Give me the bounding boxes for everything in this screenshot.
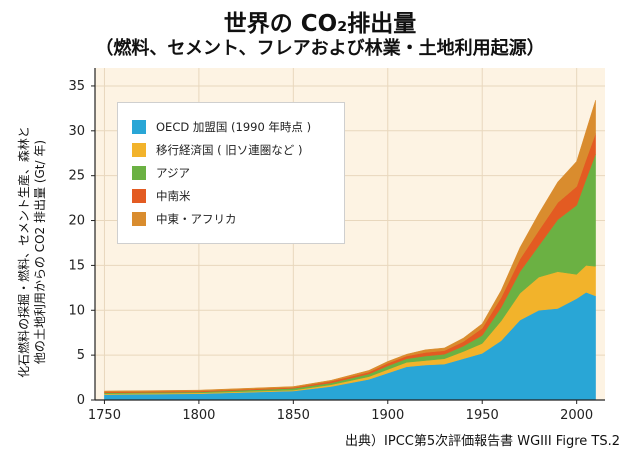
chart-title: 世界の CO₂排出量 [223, 11, 417, 37]
chart-subtitle: （燃料、セメント、フレアおよび林業・土地利用起源） [95, 38, 545, 59]
legend-swatch [132, 212, 146, 226]
y-tick-label: 5 [77, 348, 85, 363]
legend-label: アジア [156, 166, 191, 180]
y-tick-label: 15 [68, 258, 85, 273]
y-tick-label: 0 [77, 393, 85, 408]
y-tick-label: 30 [68, 124, 85, 139]
legend-swatch [132, 189, 146, 203]
x-tick-label: 2000 [560, 408, 593, 423]
legend: OECD 加盟国 (1990 年時点 ) 移行経済国 ( 旧ソ連圏など ) アジア中… [117, 102, 345, 244]
legend-swatch [132, 143, 146, 157]
x-tick-label: 1800 [182, 408, 215, 423]
legend-label: OECD 加盟国 (1990 年時点 ) [156, 120, 312, 134]
x-tick-label: 1900 [371, 408, 404, 423]
y-tick-label: 25 [68, 169, 85, 184]
legend-item-asia: アジア [132, 165, 190, 181]
y-tick-label: 10 [68, 303, 85, 318]
area-mea [104, 100, 596, 393]
y-tick-label: 35 [68, 79, 85, 94]
legend-item-mea: 中東・アフリカ [132, 211, 237, 227]
legend-label: 中南米 [156, 189, 191, 203]
legend-label: 中東・アフリカ [156, 212, 237, 226]
legend-item-latam: 中南米 [132, 188, 191, 204]
x-tick-label: 1750 [88, 408, 121, 423]
legend-swatch [132, 166, 146, 180]
y-tick-label: 20 [68, 214, 85, 229]
legend-item-transition: 移行経済国 ( 旧ソ連圏など ) [132, 142, 302, 158]
source-note: 出典）IPCC第5次評価報告書 WGIII Figre TS.2 [345, 434, 620, 449]
x-tick-label: 1950 [466, 408, 499, 423]
legend-swatch [132, 120, 146, 134]
x-tick-label: 1850 [277, 408, 310, 423]
legend-item-OECD: OECD 加盟国 (1990 年時点 ) [132, 119, 311, 135]
legend-label: 移行経済国 ( 旧ソ連圏など ) [156, 143, 303, 157]
